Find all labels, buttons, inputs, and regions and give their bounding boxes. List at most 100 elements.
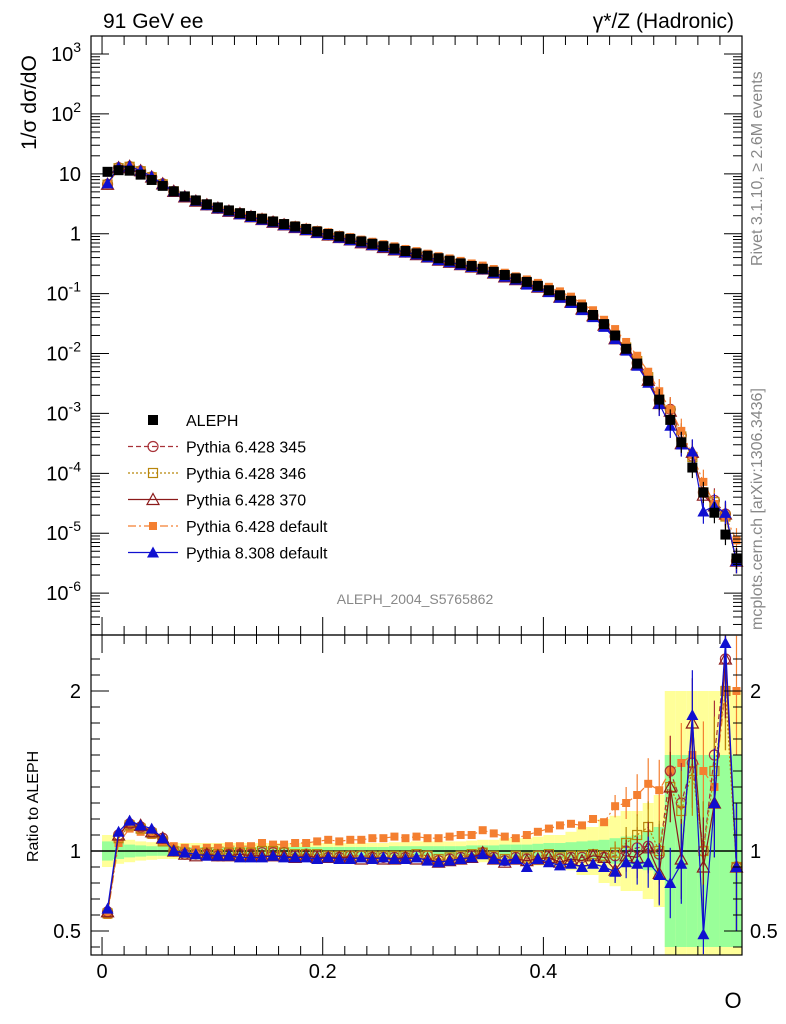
aleph-point [709, 507, 720, 518]
ratio-point-p8def [719, 637, 732, 648]
legend-marker-p370 [145, 492, 161, 506]
aleph-point [411, 248, 422, 259]
ratio-point-p6def [644, 779, 653, 788]
ratio-point-p6def [291, 839, 300, 847]
main-point-p6def [677, 426, 686, 435]
main-ytick-label-exp: 2 [73, 99, 81, 115]
aleph-point [488, 266, 499, 277]
aleph-point [565, 295, 576, 306]
ratio-point-p8def [564, 857, 577, 869]
ratio-point-p8def [553, 859, 566, 871]
ratio-point-p8def [410, 851, 423, 863]
ratio-point-p6def [578, 821, 587, 830]
legend-label-p345: Pythia 6.428 345 [186, 440, 306, 457]
aleph-point [466, 260, 477, 271]
ratio-point-p8def [112, 825, 125, 837]
ratio-point-p6def [555, 821, 564, 830]
aleph-point [654, 394, 665, 405]
ratio-point-p6def [213, 843, 222, 852]
ratio-point-p8def [465, 851, 478, 863]
ratio-point-p8def [498, 854, 511, 866]
ratio-point-p8def [267, 849, 280, 861]
ratio-point-p6def [622, 799, 631, 807]
main-ytick-label-exp: -1 [69, 279, 82, 295]
ratio-point-p8def [432, 856, 445, 868]
aleph-point [632, 358, 643, 369]
ratio-point-p8def [189, 848, 202, 860]
legend-label-aleph: ALEPH [186, 413, 238, 430]
aleph-point [378, 241, 389, 252]
aleph-point [212, 202, 223, 213]
ratio-point-p8def [101, 902, 114, 914]
ratio-ytick-label: 0.5 [53, 921, 81, 943]
ratio-point-p6def [511, 834, 520, 843]
main-point-p8def [686, 445, 699, 457]
aleph-point [610, 330, 621, 341]
ratio-point-p8def [609, 865, 622, 877]
ratio-point-p8def [289, 851, 302, 863]
legend-marker-p8def [147, 546, 159, 558]
aleph-point [521, 276, 532, 287]
aleph-point [455, 258, 466, 269]
ratio-point-p8def [653, 869, 666, 880]
ratio-point-p6def [544, 824, 553, 833]
ratio-point-p6def [357, 835, 366, 844]
ratio-point-p6def [147, 831, 156, 839]
ratio-point-p6def [489, 829, 498, 838]
main-point-p8def [719, 506, 732, 518]
aleph-point [676, 437, 687, 448]
aleph-point [621, 343, 632, 354]
ratio-xtick-label: 0.4 [529, 961, 557, 983]
ratio-point-p8def [123, 814, 136, 826]
aleph-point [102, 166, 113, 177]
ratio-point-p6def [346, 835, 355, 844]
ratio-point-p6def [699, 767, 708, 775]
main-ytick-label-exp: -6 [69, 578, 82, 594]
ratio-point-p6def [478, 826, 487, 835]
axes: 10-6 10-5 10-4 10-3 10-2 10-1 1 10 102 103 0 0.2 0.4… [46, 35, 778, 983]
aleph-point [290, 221, 301, 232]
ratio-point-p6def [445, 832, 454, 841]
ratio-point-p6def [103, 911, 112, 919]
ratio-ytick-label-right: 0.5 [750, 921, 778, 943]
ratio-point-p8def [520, 861, 533, 872]
aleph-point [279, 219, 290, 230]
ratio-point-p6def [566, 819, 575, 828]
ratio-line-p346 [106, 690, 738, 914]
ratio-point-p6def [467, 831, 476, 839]
legend-marker-p346 [147, 467, 159, 479]
aleph-point [223, 205, 234, 216]
ratio-point-p8def [333, 853, 346, 864]
ratio-point-p8def [399, 853, 412, 864]
ratio-point-p8def [587, 857, 600, 869]
ratio-point-p8def [134, 819, 147, 831]
main-ytick-label-exp: -4 [69, 458, 82, 474]
legend-marker-aleph [148, 415, 158, 425]
aleph-point [422, 250, 433, 261]
ratio-point-p8def [542, 856, 555, 868]
ratio-point-p6def [600, 818, 609, 827]
aleph-point [356, 236, 367, 247]
ratio-point-p8def [388, 853, 401, 864]
ratio-point-p8def [620, 856, 633, 868]
ratio-point-p6def [258, 839, 267, 847]
ratio-point-p8def [675, 857, 688, 869]
aleph-point [643, 375, 654, 386]
ratio-point-p8def [377, 851, 390, 863]
ratio-point-p6def [313, 837, 322, 846]
main-ylabel: 1/σ dσ/dO [18, 55, 41, 150]
ratio-point-p6def [280, 840, 289, 849]
ratio-ytick-label-right: 2 [750, 681, 761, 703]
aleph-point [245, 210, 256, 221]
aleph-point [345, 233, 356, 244]
main-series [100, 159, 744, 574]
ratio-point-p6def [324, 835, 333, 844]
aleph-point [687, 462, 698, 473]
aleph-point [124, 165, 135, 176]
ratio-point-p8def [664, 877, 677, 888]
ratio-point-p8def [531, 853, 544, 864]
aleph-point [599, 319, 610, 330]
ratio-point-p8def [454, 853, 467, 864]
ratio-point-p6def [335, 837, 344, 846]
aleph-point [268, 216, 279, 227]
